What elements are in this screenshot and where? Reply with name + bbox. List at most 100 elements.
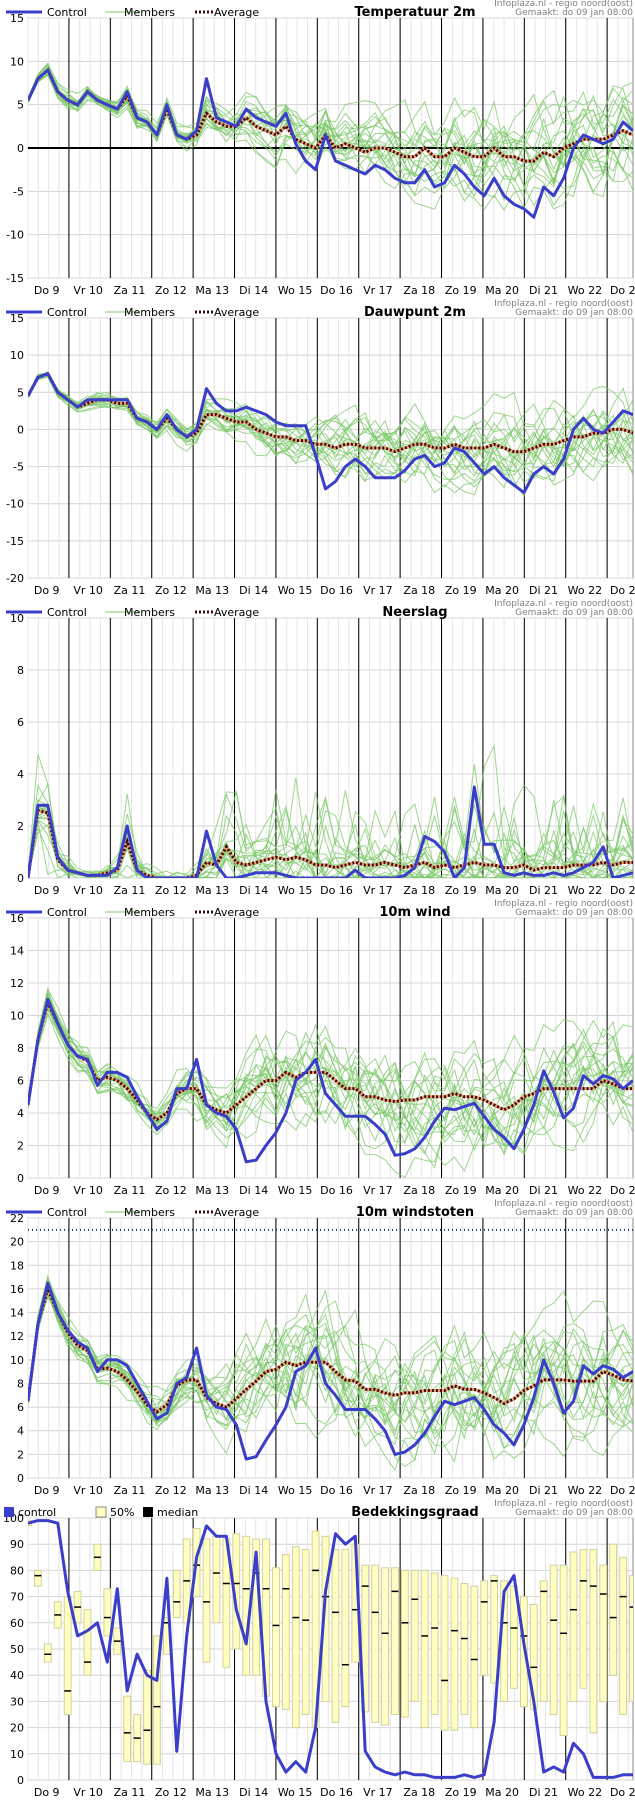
y-tick-label: -10	[6, 229, 24, 242]
x-tick-label: Vr 10	[73, 884, 103, 897]
x-tick-label: Do 9	[34, 1786, 60, 1799]
x-tick-label: Ma 20	[485, 584, 519, 597]
x-tick-label: Ma 20	[485, 1484, 519, 1497]
iqr-box	[212, 1535, 221, 1624]
legend-control-label: Control	[47, 606, 87, 619]
x-tick-label: Di 21	[529, 284, 558, 297]
x-tick-label: Za 11	[114, 1484, 146, 1497]
made-label: Gemaakt: do 09 jan 08:00	[515, 908, 633, 918]
x-tick-label: Ma 13	[195, 884, 229, 897]
member-series	[28, 1014, 633, 1142]
y-tick-label: 8	[17, 1377, 24, 1390]
x-tick-label: Ma 13	[195, 284, 229, 297]
average-series	[28, 808, 633, 878]
y-tick-label: 14	[10, 945, 24, 958]
average-series	[28, 1284, 633, 1414]
y-tick-label: 10	[10, 1354, 24, 1367]
x-tick-label: Vr 17	[363, 284, 393, 297]
y-tick-label: 4	[17, 1107, 24, 1120]
iqr-box	[172, 1569, 181, 1619]
chart-title: Dauwpunt 2m	[364, 305, 466, 320]
x-tick-label: Za 18	[403, 1184, 435, 1197]
x-tick-label: Di 21	[529, 884, 558, 897]
x-tick-label: Zo 12	[155, 884, 187, 897]
member-series	[28, 791, 633, 878]
panel-1: 15 10 5 0 -5 -10 -15 -20 Do 9 Vr 10 Za 11 Zo 12 Ma 1…	[6, 299, 635, 597]
y-tick-label: 6	[17, 1401, 24, 1414]
x-tick-label: Do 9	[34, 284, 60, 297]
member-series	[28, 1292, 633, 1442]
iqr-box	[291, 1546, 300, 1729]
x-tick-label: Ma 20	[485, 284, 519, 297]
chart-title: 10m windstoten	[356, 1205, 474, 1220]
x-tick-label: Di 14	[239, 1786, 268, 1799]
iqr-box	[629, 1575, 633, 1702]
y-tick-label: 0	[17, 1774, 24, 1787]
legend-average-label: Average	[214, 906, 259, 919]
y-tick-label: -15	[6, 272, 24, 285]
y-tick-label: -5	[13, 185, 24, 198]
site-label: Infoplaza.nl - regio noord(oost)	[494, 1499, 633, 1509]
iqr-box	[272, 1567, 280, 1708]
x-tick-label: Di 14	[239, 284, 268, 297]
x-tick-label: Ma 13	[195, 1786, 229, 1799]
x-tick-label: Vr 10	[73, 584, 103, 597]
chart-title: Bedekkingsgraad	[351, 1505, 478, 1520]
made-label: Gemaakt: do 09 jan 08:00	[515, 8, 633, 18]
legend-average-label: Average	[214, 1206, 259, 1219]
y-tick-label: 20	[10, 1722, 24, 1735]
iqr-box	[410, 1569, 419, 1702]
iqr-box	[619, 1556, 627, 1716]
y-tick-label: 50	[10, 1643, 24, 1656]
iqr-box	[123, 1695, 132, 1763]
y-tick-label: 10	[10, 55, 24, 68]
site-label: Infoplaza.nl - regio noord(oost)	[494, 1199, 633, 1209]
y-tick-label: 4	[17, 1425, 24, 1438]
legend-control-label: control	[18, 1506, 56, 1519]
member-series	[28, 372, 633, 477]
iqr-box	[470, 1585, 479, 1729]
x-tick-label: Za 11	[114, 1786, 146, 1799]
iqr-box	[569, 1551, 578, 1702]
iqr-box	[510, 1585, 518, 1689]
x-tick-label: Di 21	[529, 1786, 558, 1799]
iqr-box	[43, 1643, 52, 1663]
legend-average-label: Average	[214, 606, 259, 619]
iqr-box	[440, 1575, 449, 1731]
legend-median-label: median	[157, 1506, 198, 1519]
x-tick-label: Wo 22	[568, 1484, 602, 1497]
iqr-box	[480, 1580, 489, 1676]
iqr-box	[420, 1569, 429, 1729]
x-tick-label: Ma 20	[485, 1786, 519, 1799]
made-label: Gemaakt: do 09 jan 08:00	[515, 1208, 633, 1218]
x-tick-label: Vr 10	[73, 1484, 103, 1497]
y-tick-label: 20	[10, 1236, 24, 1249]
iqr-box	[391, 1567, 399, 1716]
x-tick-label: Za 11	[114, 284, 146, 297]
legend-members-label: Members	[124, 6, 175, 19]
x-tick-label: Do 9	[34, 1484, 60, 1497]
x-tick-label: Zo 12	[155, 1184, 187, 1197]
x-tick-label: Di 14	[239, 1184, 268, 1197]
made-label: Gemaakt: do 09 jan 08:00	[515, 308, 633, 318]
x-tick-label: Do 9	[34, 1184, 60, 1197]
member-series	[28, 764, 633, 878]
iqr-box	[381, 1567, 389, 1726]
x-tick-label: Do 23	[610, 284, 635, 297]
y-tick-label: 70	[10, 1591, 24, 1604]
x-tick-label: Do 23	[610, 884, 635, 897]
x-tick-label: Za 18	[403, 284, 435, 297]
average-series	[28, 998, 633, 1122]
x-tick-label: Do 16	[320, 1484, 353, 1497]
x-tick-label: Di 21	[529, 584, 558, 597]
plot-area	[28, 1228, 633, 1472]
x-tick-label: Do 16	[320, 284, 353, 297]
x-tick-label: Za 18	[403, 1786, 435, 1799]
x-tick-label: Do 23	[610, 1786, 635, 1799]
panel-0: 15 10 5 0 -5 -10 -15 Do 9 Vr 10 Za 11 Zo 12 Ma 13 Di…	[6, 0, 635, 297]
iqr-box	[143, 1669, 151, 1765]
iqr-box	[153, 1635, 161, 1765]
iqr-box	[202, 1538, 211, 1663]
